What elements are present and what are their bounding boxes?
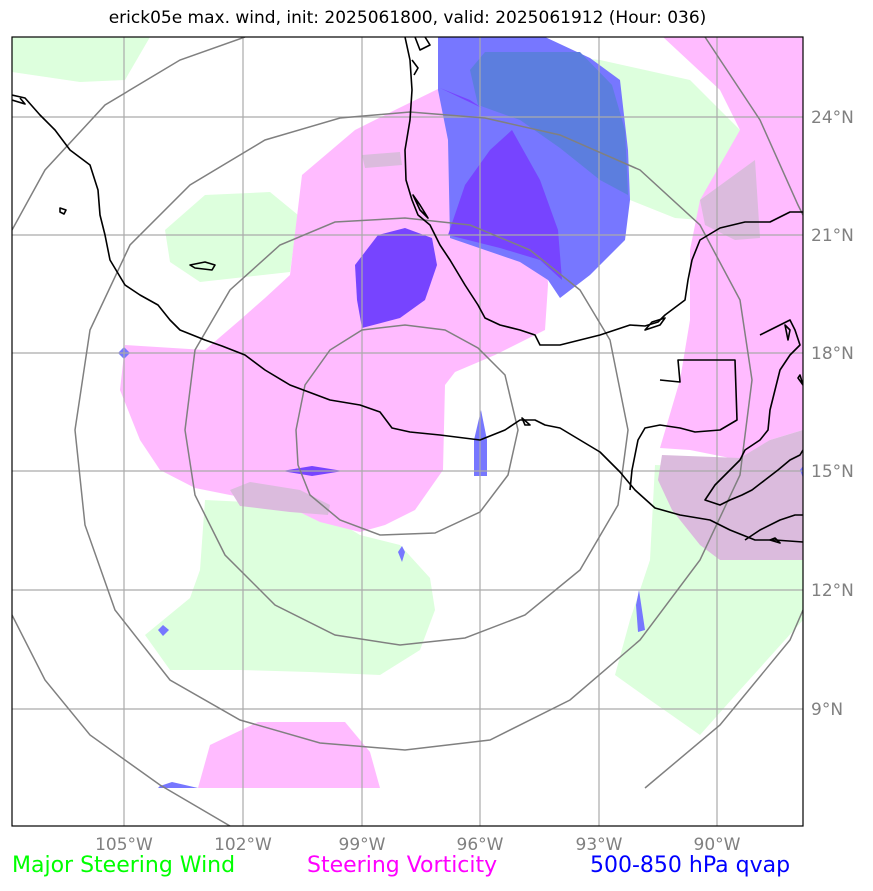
- range-ring: [184, 217, 629, 646]
- lon-tick-label: 93°W: [576, 835, 623, 855]
- steering-vorticity-area: [198, 722, 380, 788]
- lon-tick-labels: 105°W 102°W 99°W 96°W 93°W 90°W: [95, 835, 741, 855]
- coastline: [784, 324, 791, 341]
- range-ring: [644, 609, 803, 789]
- lat-tick-label: 21°N: [811, 226, 854, 246]
- lat-tick-labels: 24°N 21°N 18°N 15°N 12°N 9°N: [811, 108, 854, 720]
- coastline: [189, 261, 216, 271]
- steering-wind-area: [12, 37, 150, 82]
- steering-vorticity-area: [120, 88, 550, 532]
- qvap-area: [636, 590, 645, 632]
- gridlines: [12, 37, 803, 826]
- qvap-area: [355, 228, 437, 328]
- coastline: [797, 374, 803, 386]
- coastlines: [12, 37, 803, 544]
- range-rings: [12, 37, 803, 826]
- qvap-area: [800, 466, 803, 478]
- coastline: [769, 537, 781, 544]
- coastline: [744, 514, 803, 541]
- qvap-area: [158, 625, 169, 636]
- steering-wind-area: [165, 192, 298, 282]
- lon-tick-label: 99°W: [339, 835, 386, 855]
- coastline: [414, 37, 431, 51]
- coastline: [644, 317, 666, 331]
- range-ring: [704, 37, 803, 216]
- lat-tick-label: 9°N: [811, 700, 843, 720]
- range-ring: [12, 614, 231, 826]
- lat-tick-label: 18°N: [811, 344, 854, 364]
- qvap-area: [470, 52, 628, 195]
- coastline: [412, 194, 429, 219]
- lat-tick-label: 24°N: [811, 108, 854, 128]
- range-ring: [295, 324, 519, 536]
- coastline: [59, 207, 67, 215]
- steering-vorticity-area: [660, 37, 803, 460]
- legend-qvap: 500-850 hPa qvap: [590, 853, 791, 878]
- lon-tick-label: 96°W: [457, 835, 504, 855]
- steering-vorticity-overlap: [700, 160, 760, 240]
- lon-tick-label: 90°W: [694, 835, 741, 855]
- range-ring: [12, 37, 246, 231]
- steering-vorticity-overlap: [362, 152, 402, 168]
- steering-wind-area: [145, 500, 435, 675]
- lon-tick-label: 105°W: [95, 835, 153, 855]
- legend-steering-wind: Major Steering Wind: [12, 853, 236, 878]
- coastline: [404, 37, 803, 346]
- coastline: [12, 94, 803, 543]
- coastline: [629, 359, 738, 491]
- coastline: [12, 97, 26, 105]
- steering-vorticity-overlap: [230, 482, 330, 515]
- qvap-area: [440, 88, 482, 108]
- lat-tick-label: 12°N: [811, 581, 854, 601]
- map-frame: [11, 36, 804, 827]
- lat-tick-label: 15°N: [811, 462, 854, 482]
- legend-steering-vorticity: Steering Vorticity: [307, 853, 498, 878]
- qvap-areas: [118, 37, 803, 788]
- qvap-area: [448, 130, 562, 280]
- range-ring: [74, 111, 753, 751]
- coastline: [704, 319, 803, 506]
- map-title: erick05e max. wind, init: 2025061800, va…: [108, 8, 707, 28]
- coastline: [411, 59, 419, 76]
- lon-tick-label: 102°W: [214, 835, 272, 855]
- qvap-area: [158, 782, 198, 788]
- coastline: [521, 417, 531, 426]
- qvap-area: [398, 546, 405, 562]
